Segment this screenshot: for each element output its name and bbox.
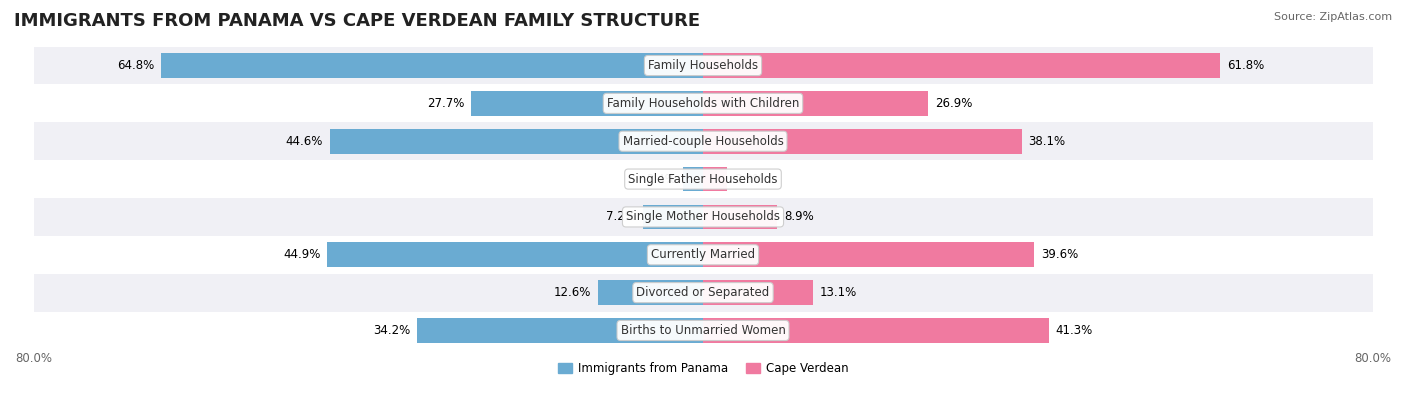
Text: 41.3%: 41.3% — [1056, 324, 1092, 337]
Text: Family Households: Family Households — [648, 59, 758, 72]
Bar — [703, 318, 1049, 343]
Text: 39.6%: 39.6% — [1040, 248, 1078, 261]
Bar — [34, 312, 1372, 350]
Bar — [34, 47, 1372, 85]
Bar — [683, 167, 703, 192]
Text: 26.9%: 26.9% — [935, 97, 972, 110]
Text: Single Father Households: Single Father Households — [628, 173, 778, 186]
Bar — [328, 243, 703, 267]
Text: Divorced or Separated: Divorced or Separated — [637, 286, 769, 299]
Text: 61.8%: 61.8% — [1227, 59, 1264, 72]
Text: 2.4%: 2.4% — [647, 173, 676, 186]
Text: IMMIGRANTS FROM PANAMA VS CAPE VERDEAN FAMILY STRUCTURE: IMMIGRANTS FROM PANAMA VS CAPE VERDEAN F… — [14, 12, 700, 30]
Bar — [34, 236, 1372, 274]
Bar — [703, 53, 1220, 78]
Text: 27.7%: 27.7% — [427, 97, 464, 110]
Text: Births to Unmarried Women: Births to Unmarried Women — [620, 324, 786, 337]
Bar — [416, 318, 703, 343]
Text: Married-couple Households: Married-couple Households — [623, 135, 783, 148]
Bar — [703, 167, 727, 192]
Bar — [34, 160, 1372, 198]
Bar — [34, 122, 1372, 160]
Text: 8.9%: 8.9% — [785, 211, 814, 224]
Bar — [598, 280, 703, 305]
Text: 44.6%: 44.6% — [285, 135, 323, 148]
Bar — [703, 280, 813, 305]
Bar — [703, 243, 1035, 267]
Text: Source: ZipAtlas.com: Source: ZipAtlas.com — [1274, 12, 1392, 22]
Text: 64.8%: 64.8% — [117, 59, 155, 72]
Text: 38.1%: 38.1% — [1029, 135, 1066, 148]
Text: Family Households with Children: Family Households with Children — [607, 97, 799, 110]
Bar — [471, 91, 703, 116]
Text: 44.9%: 44.9% — [283, 248, 321, 261]
Bar — [703, 91, 928, 116]
Text: Single Mother Households: Single Mother Households — [626, 211, 780, 224]
Bar — [34, 85, 1372, 122]
Bar — [703, 129, 1022, 154]
Text: 7.2%: 7.2% — [606, 211, 636, 224]
Text: Currently Married: Currently Married — [651, 248, 755, 261]
Legend: Immigrants from Panama, Cape Verdean: Immigrants from Panama, Cape Verdean — [553, 357, 853, 380]
Text: 2.9%: 2.9% — [734, 173, 763, 186]
Bar — [34, 274, 1372, 312]
Bar — [160, 53, 703, 78]
Bar — [643, 205, 703, 229]
Bar — [703, 205, 778, 229]
Text: 12.6%: 12.6% — [554, 286, 591, 299]
Bar — [34, 198, 1372, 236]
Bar — [330, 129, 703, 154]
Text: 13.1%: 13.1% — [820, 286, 856, 299]
Text: 34.2%: 34.2% — [373, 324, 411, 337]
